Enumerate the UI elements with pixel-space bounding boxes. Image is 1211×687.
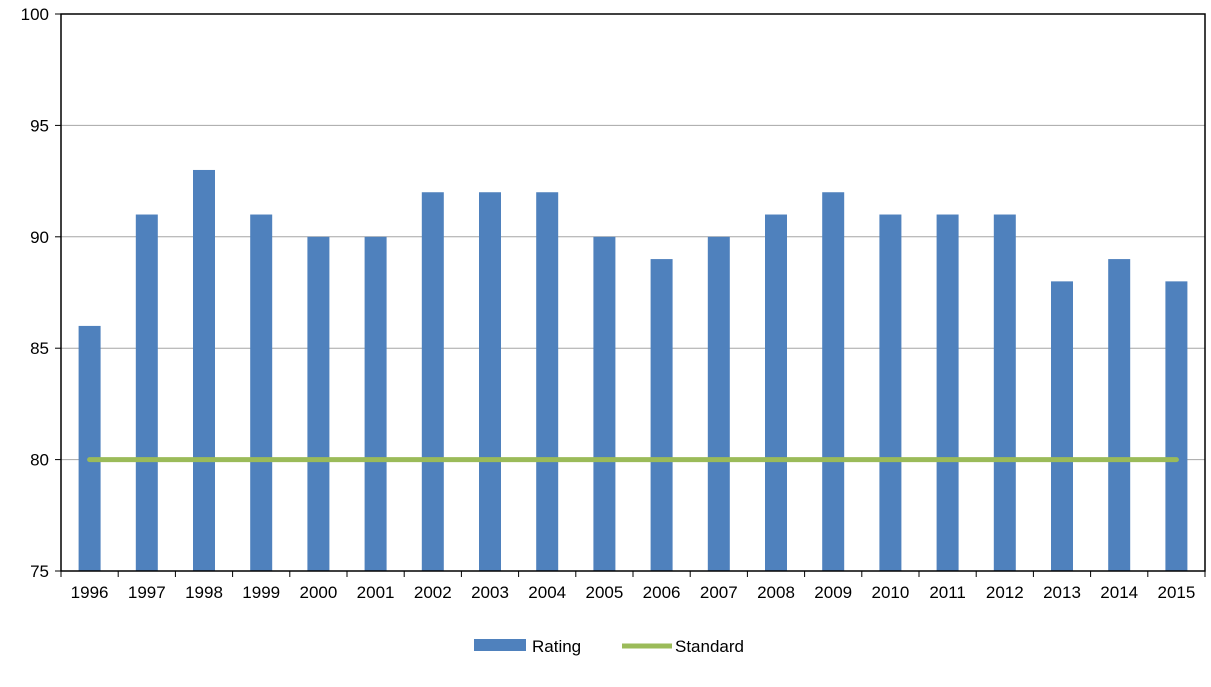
x-tick-label: 2012 [986, 583, 1024, 602]
bar-2010 [879, 214, 902, 571]
x-tick-label: 1999 [242, 583, 280, 602]
y-tick-label: 90 [30, 228, 49, 247]
bar-1998 [193, 169, 215, 571]
legend-item-rating: Rating [474, 637, 581, 656]
x-tick-label: 1997 [128, 583, 166, 602]
x-tick-label: 2011 [929, 583, 966, 602]
bar-1996 [78, 325, 101, 571]
plot-frame [60, 13, 1206, 572]
x-tick-label: 2004 [528, 583, 566, 602]
bar-2014 [1108, 259, 1131, 571]
bar-1997 [135, 214, 158, 571]
bar-2008 [765, 214, 787, 571]
x-tick-label: 2010 [871, 583, 909, 602]
bar-1999 [250, 214, 273, 571]
x-tick-label: 2006 [643, 583, 681, 602]
x-tick-label: 2002 [414, 583, 452, 602]
y-tick-label: 80 [30, 451, 49, 470]
bar-2015 [1165, 281, 1188, 571]
x-tick-label: 2014 [1100, 583, 1138, 602]
x-tick-label: 2008 [757, 583, 795, 602]
x-tick-label: 2013 [1043, 583, 1081, 602]
legend: Rating Standard [474, 637, 744, 656]
bar-2002 [421, 192, 444, 572]
x-tick-label: 2007 [700, 583, 738, 602]
bar-2012 [993, 214, 1016, 571]
legend-label-standard: Standard [675, 637, 744, 656]
legend-item-standard: Standard [622, 637, 744, 656]
x-tick-label: 2003 [471, 583, 509, 602]
bar-2000 [307, 236, 330, 572]
legend-label-rating: Rating [532, 637, 581, 656]
y-tick-label: 95 [30, 116, 49, 135]
bar-2007 [707, 236, 730, 572]
bar-2011 [936, 214, 959, 571]
x-tick-label: 2005 [585, 583, 623, 602]
gridlines [61, 124, 1205, 461]
bar-2009 [822, 192, 845, 572]
bar-2005 [593, 236, 616, 572]
x-tick-labels: 1996 1997 1998 1999 2000 2001 2002 2003 2004 2005… [71, 583, 1196, 602]
y-tick-labels: 75 80 85 90 95 100 [21, 5, 49, 581]
rating-bars [78, 169, 1188, 572]
x-tick-label: 1996 [71, 583, 109, 602]
bar-2006 [650, 259, 673, 571]
bar-2001 [364, 236, 387, 572]
x-tick-label: 2015 [1157, 583, 1195, 602]
x-tick-label: 1998 [185, 583, 223, 602]
bar-2013 [1051, 281, 1073, 571]
y-tick-label: 75 [30, 562, 49, 581]
x-tick-label: 2001 [357, 583, 395, 602]
legend-swatch-rating [474, 639, 526, 651]
axes [55, 13, 1206, 577]
x-tick-label: 2000 [299, 583, 337, 602]
y-tick-label: 85 [30, 339, 49, 358]
bar-2004 [536, 192, 559, 572]
x-tick-label: 2009 [814, 583, 852, 602]
bar-2003 [479, 192, 501, 572]
y-tick-label: 100 [21, 5, 49, 24]
